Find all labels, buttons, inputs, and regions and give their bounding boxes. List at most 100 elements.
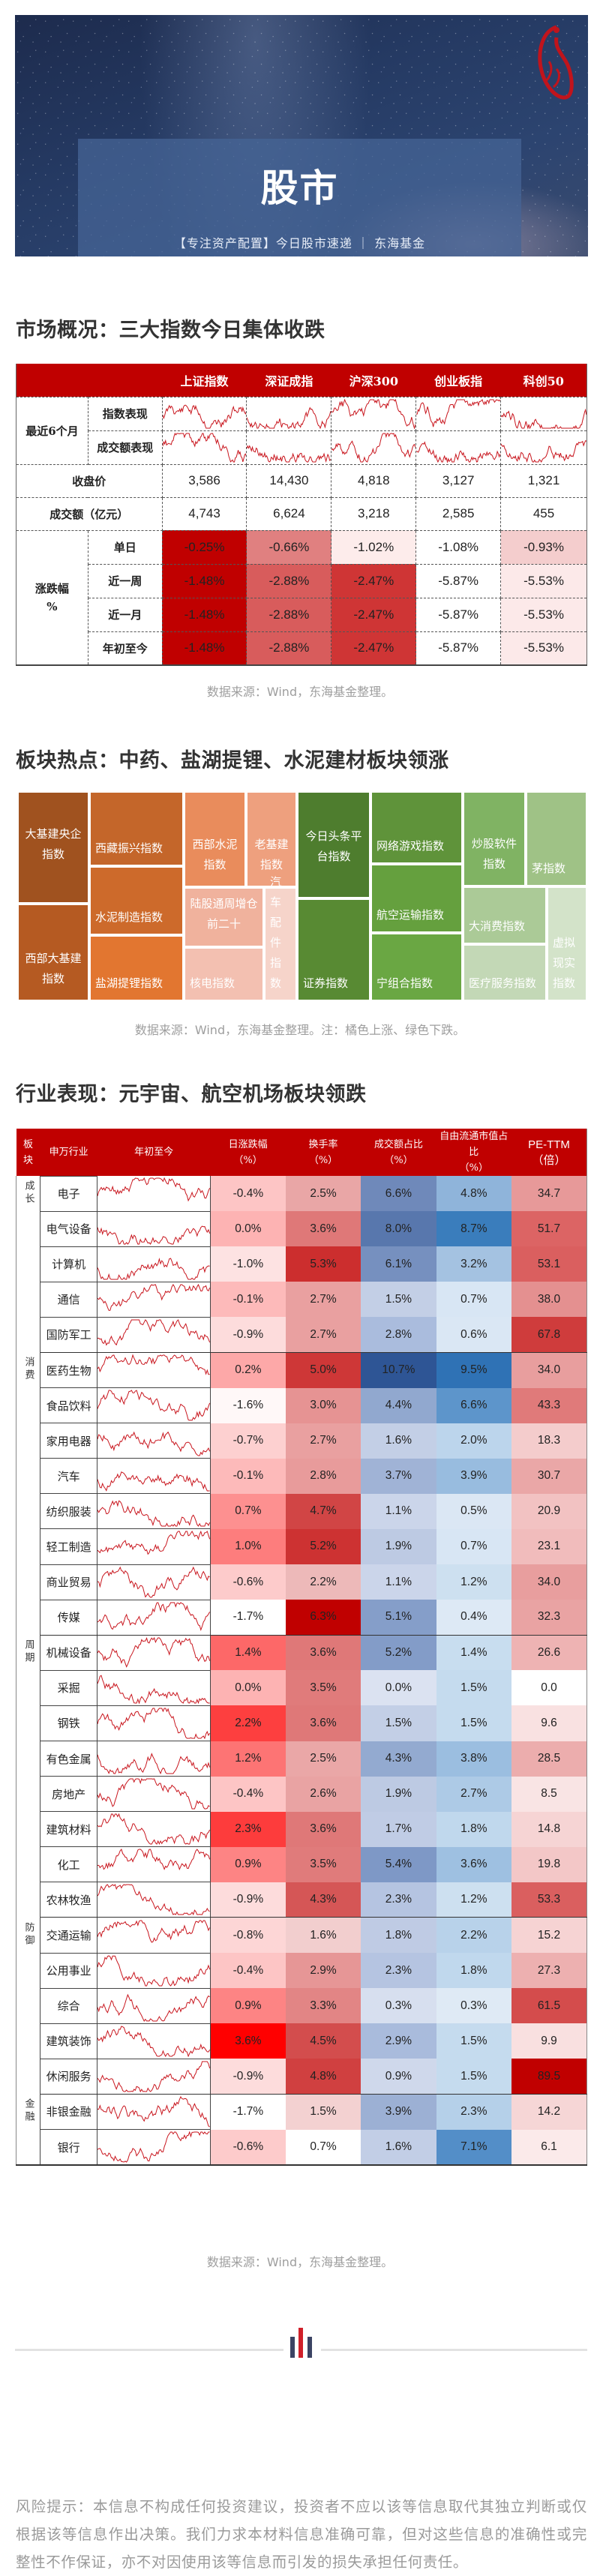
daily-change-value: 3.6% bbox=[210, 2023, 286, 2059]
treemap-cell: 医疗服务指数 bbox=[463, 944, 547, 1001]
float-cap-share-value: 3.2% bbox=[436, 1246, 512, 1282]
float-cap-share-value: 0.4% bbox=[436, 1600, 512, 1636]
ytd-sparkline-cell bbox=[97, 1917, 211, 1954]
ytd-sparkline-cell bbox=[97, 1811, 211, 1848]
float-cap-share-value: 2.3% bbox=[436, 2094, 512, 2130]
volume-share-value: 0.3% bbox=[361, 1988, 436, 2024]
hero-title-panel: 股市 【专注资产配置】今日股市速递 ｜ 东海基金 bbox=[78, 139, 521, 256]
industry-row: 金融 非银金融 -1.7% 1.5% 3.9% 2.3% 14.2 bbox=[16, 2093, 587, 2166]
volume-share-value: 1.9% bbox=[361, 1528, 436, 1565]
ytd-sparkline-cell bbox=[97, 1211, 211, 1247]
sparkline-chart bbox=[332, 432, 416, 463]
sparkline-chart bbox=[416, 440, 501, 463]
daily-change-value: -0.9% bbox=[210, 1317, 286, 1353]
treemap-cell: 汽车配件指数 bbox=[264, 875, 297, 1001]
pe-ttm-value: 14.8 bbox=[512, 1811, 587, 1847]
pe-ttm-value: 14.2 bbox=[512, 2094, 587, 2130]
float-cap-share-value: 0.6% bbox=[436, 1317, 512, 1353]
turnover-rate-value: 2.5% bbox=[285, 1741, 362, 1777]
header-float-cap-share: 自由流通市值占比 （%） bbox=[436, 1129, 512, 1176]
change-period-label: 近一周 bbox=[87, 563, 163, 598]
sparkline-chart bbox=[98, 1431, 210, 1456]
volume-share-value: 6.1% bbox=[361, 1246, 436, 1282]
ytd-sparkline-cell bbox=[97, 1423, 211, 1459]
treemap-cell: 航空运输指数 bbox=[370, 864, 463, 933]
daily-change-value: 0.0% bbox=[210, 1670, 286, 1706]
pe-ttm-value: 53.1 bbox=[512, 1246, 587, 1282]
volume-share-value: 1.6% bbox=[361, 1423, 436, 1459]
header-pe-ttm: PE-TTM （倍） bbox=[512, 1129, 587, 1176]
industry-name: 轻工制造 bbox=[40, 1528, 98, 1565]
turnover-rate-value: 3.0% bbox=[285, 1387, 362, 1423]
industry-name: 交通运输 bbox=[40, 1917, 98, 1954]
sparkline-chart bbox=[98, 1884, 210, 1916]
divider-bar-icon bbox=[298, 2328, 303, 2358]
industry-row: 商业贸易 -0.6% 2.2% 1.1% 1.2% 34.0 bbox=[16, 1564, 587, 1600]
turnover-rate-value: 1.5% bbox=[285, 2094, 362, 2130]
pe-ttm-value: 28.5 bbox=[512, 1741, 587, 1777]
treemap-cell: 宁组合指数 bbox=[370, 933, 463, 1001]
daily-change-value: -0.6% bbox=[210, 2129, 286, 2166]
change-value: -1.48% bbox=[161, 563, 248, 598]
float-cap-share-value: 1.5% bbox=[436, 2023, 512, 2059]
industry-row: 公用事业 -0.4% 2.9% 2.3% 1.8% 27.3 bbox=[16, 1952, 587, 1989]
daily-change-value: -0.6% bbox=[210, 1564, 286, 1600]
market-row-turnover: 成交额（亿元） 4,743 6,624 3,218 2,585 455 bbox=[16, 496, 587, 531]
industry-name: 建筑装饰 bbox=[40, 2023, 98, 2059]
industry-row: 建筑材料 2.3% 3.6% 1.7% 1.8% 14.8 bbox=[16, 1811, 587, 1848]
sparkline-chart bbox=[98, 2026, 210, 2058]
col-szse: 深证成指 bbox=[246, 364, 332, 397]
volume-sparkline-cell bbox=[331, 430, 417, 465]
treemap-cell-label: 茅指数 bbox=[532, 862, 566, 875]
ytd-sparkline-cell bbox=[97, 2023, 211, 2059]
daily-change-value: -1.7% bbox=[210, 1600, 286, 1636]
turnover-rate-value: 4.3% bbox=[285, 1882, 362, 1918]
turnover-rate-value: 3.3% bbox=[285, 1988, 362, 2024]
industry-name: 食品饮料 bbox=[40, 1387, 98, 1424]
float-cap-share-value: 0.7% bbox=[436, 1282, 512, 1318]
sparkline-chart bbox=[98, 2061, 210, 2093]
sparkline-chart bbox=[98, 1471, 210, 1492]
industry-name: 有色金属 bbox=[40, 1740, 98, 1777]
treemap-cell: 盐湖提锂指数 bbox=[89, 935, 184, 1001]
treemap-cell: 西部水泥指数 bbox=[184, 791, 246, 887]
sparkline-chart bbox=[247, 444, 332, 463]
sector-group-label: 周期 bbox=[16, 1635, 40, 1918]
float-cap-share-value: 0.3% bbox=[436, 1988, 512, 2024]
header-volume-share: 成交额占比 （%） bbox=[361, 1129, 436, 1176]
sparkline-chart bbox=[98, 1602, 210, 1631]
hero-banner: 股市 【专注资产配置】今日股市速递 ｜ 东海基金 bbox=[15, 15, 588, 256]
treemap-cell-label: 核电指数 bbox=[190, 976, 236, 990]
treemap-cell-label: 老基建指数 bbox=[254, 838, 289, 871]
volume-share-value: 1.1% bbox=[361, 1564, 436, 1600]
daily-change-value: -0.8% bbox=[210, 1917, 286, 1954]
treemap-cell-label: 航空运输指数 bbox=[376, 908, 445, 922]
turnover-rate-value: 3.6% bbox=[285, 1811, 362, 1847]
daily-change-value: -0.9% bbox=[210, 2059, 286, 2095]
ytd-sparkline-cell bbox=[97, 2059, 211, 2095]
turnover-rate-value: 0.7% bbox=[285, 2129, 362, 2166]
header-industry: 申万行业 bbox=[40, 1129, 98, 1176]
float-cap-share-value: 1.2% bbox=[436, 1882, 512, 1918]
sparkline-chart bbox=[98, 1257, 210, 1280]
treemap-cell: 茅指数 bbox=[526, 791, 587, 886]
header-sector: 板块 bbox=[16, 1129, 40, 1176]
sparkline-chart bbox=[416, 398, 501, 427]
volume-share-value: 1.7% bbox=[361, 1811, 436, 1847]
close-value: 1,321 bbox=[500, 463, 587, 498]
volume-share-value: 5.2% bbox=[361, 1635, 436, 1671]
industry-name: 建筑材料 bbox=[40, 1811, 98, 1848]
volume-share-value: 2.9% bbox=[361, 2023, 436, 2059]
change-value: -2.88% bbox=[246, 563, 332, 598]
industry-row: 化工 0.9% 3.5% 5.4% 3.6% 19.8 bbox=[16, 1846, 587, 1883]
change-value: -0.93% bbox=[500, 529, 587, 565]
change-value: -1.08% bbox=[416, 529, 502, 565]
index-sparkline-cell bbox=[500, 396, 587, 431]
sectors-source-note: 数据来源：Wind，东海基金整理。注：橘色上涨、绿色下跌。 bbox=[134, 1023, 466, 1037]
sector-group-name: 成长 bbox=[22, 1180, 34, 1206]
volume-share-value: 1.5% bbox=[361, 1705, 436, 1741]
change-value: -2.88% bbox=[246, 631, 332, 666]
change-value: -5.53% bbox=[500, 563, 587, 598]
change-value: -5.87% bbox=[416, 563, 502, 598]
industry-row: 消费 医药生物 0.2% 5.0% 10.7% 9.5% 34.0 bbox=[16, 1351, 587, 1636]
